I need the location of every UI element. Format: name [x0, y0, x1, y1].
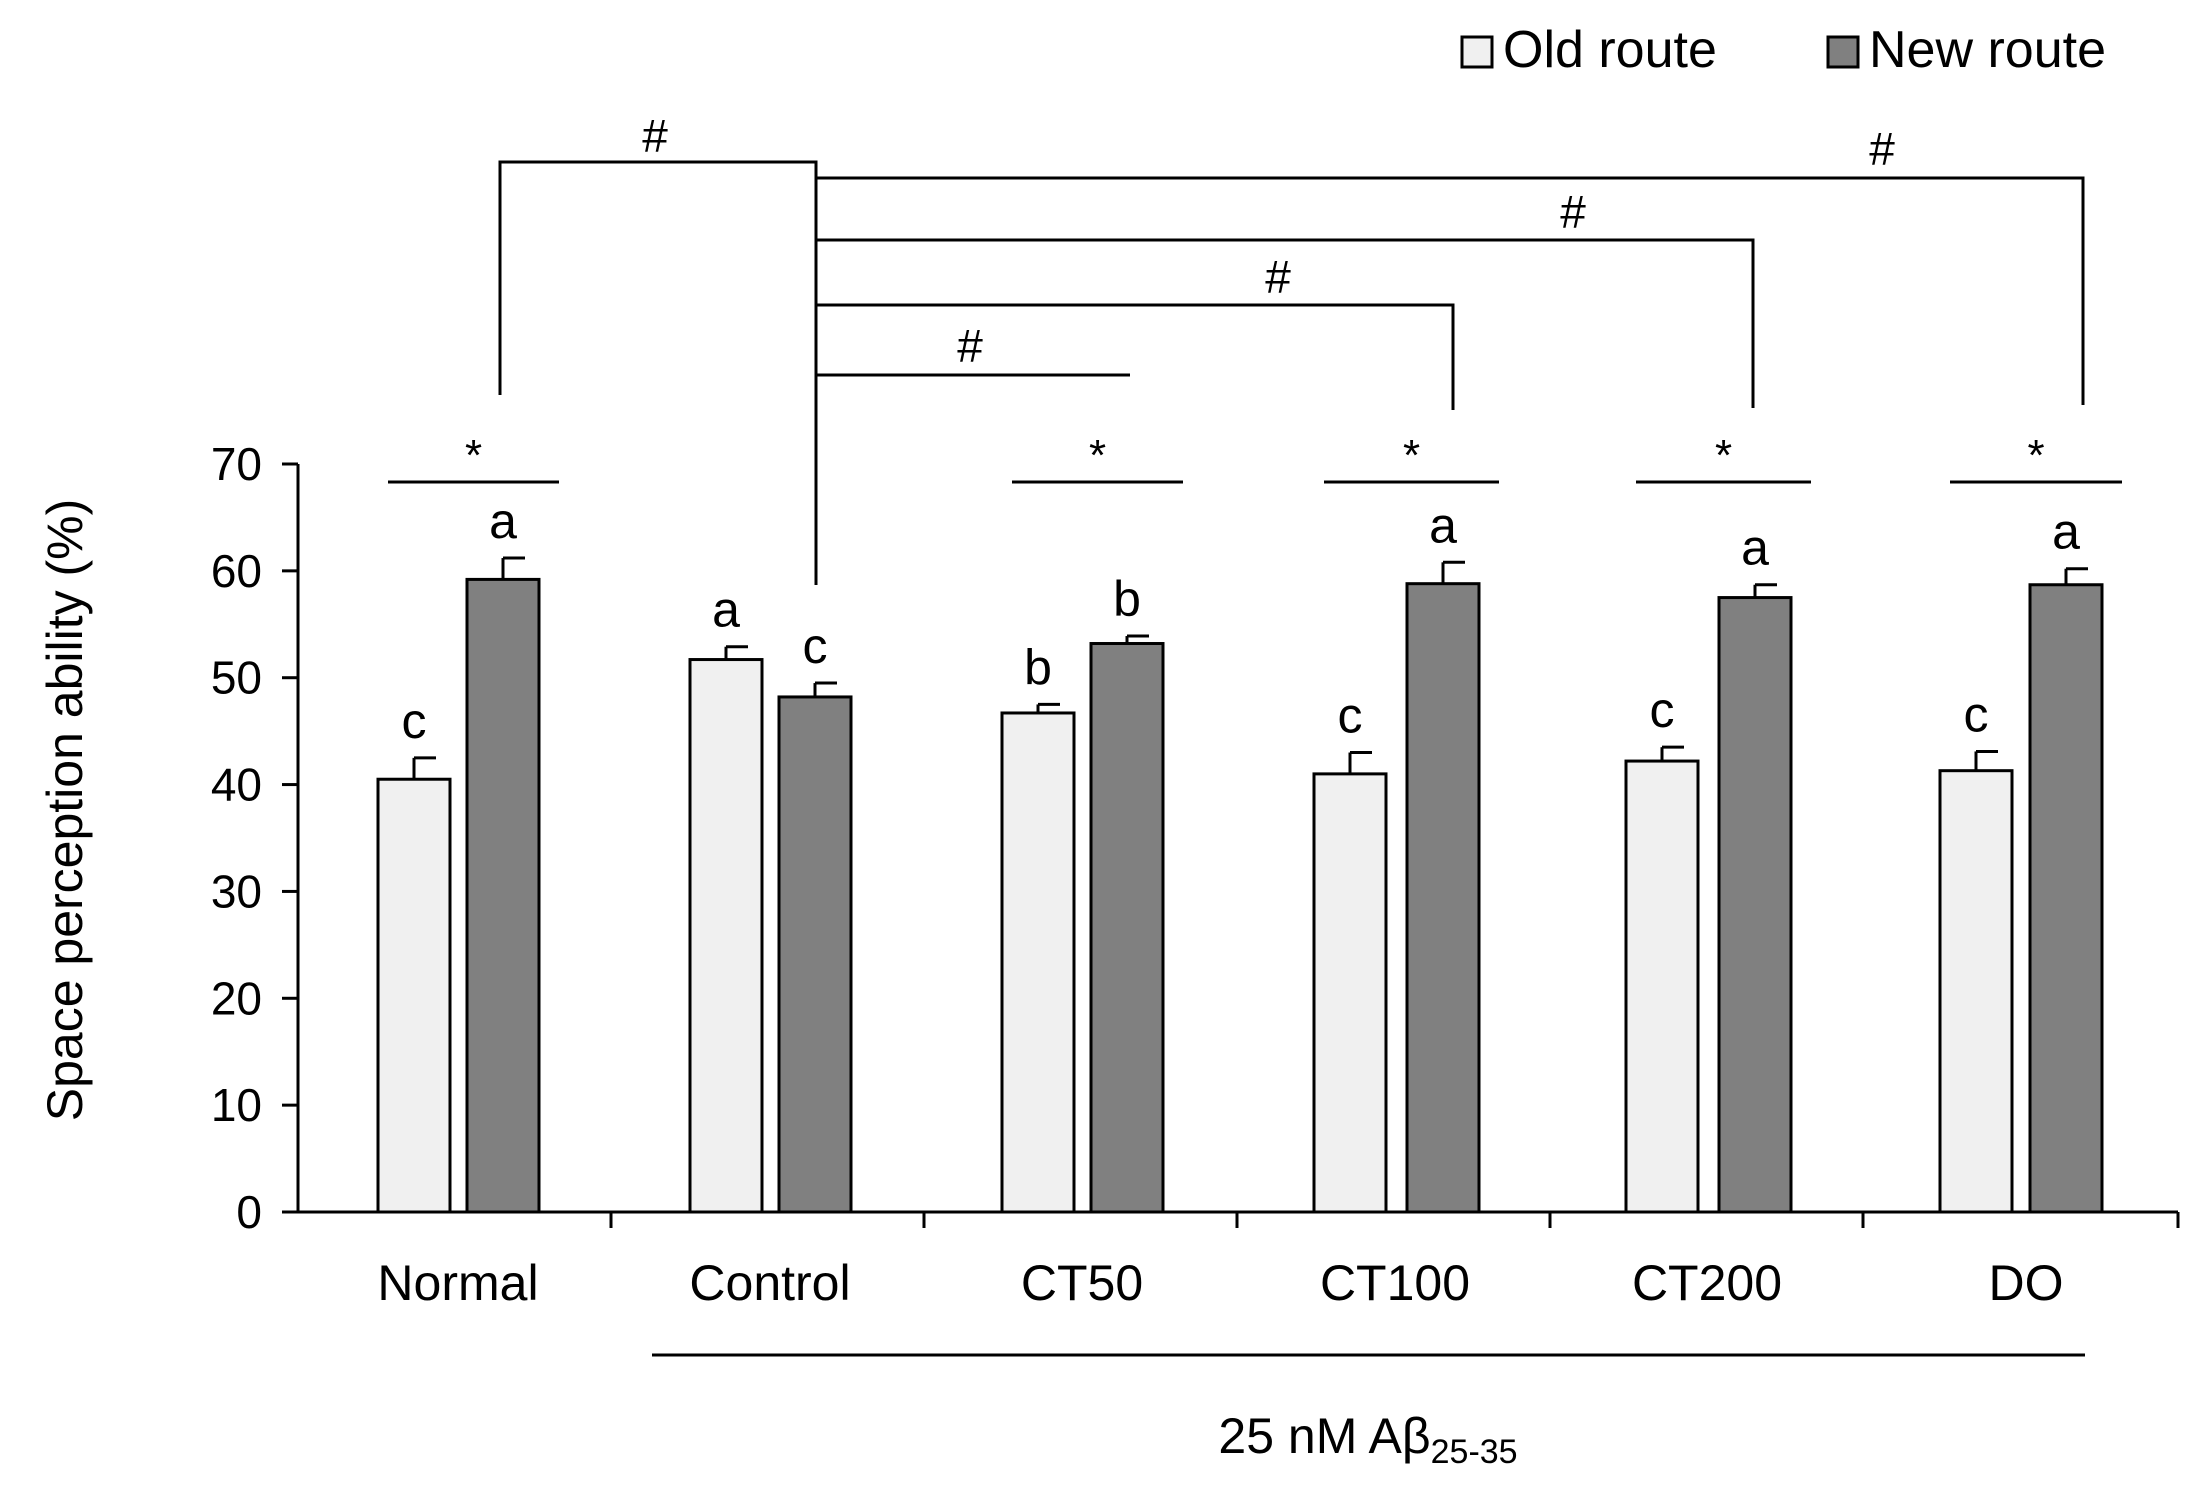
- significance-letter: c: [402, 693, 427, 749]
- between-hash: #: [1869, 123, 1895, 175]
- significance-letter: b: [1024, 639, 1052, 695]
- significance-letter: c: [1650, 682, 1675, 738]
- bar-old-ct100: [1312, 772, 1388, 1214]
- legend-label-old-route: Old route: [1503, 21, 1717, 79]
- significance-letter: c: [803, 618, 828, 674]
- legend: Old route New route: [1460, 21, 2106, 79]
- y-tick-label: 60: [211, 545, 262, 597]
- bar-old-do: [1938, 769, 2014, 1214]
- bracket-control-do: [816, 176, 2085, 405]
- bar-new-ct50: [1089, 642, 1165, 1214]
- group-label-subscript: 25-35: [1431, 1433, 1518, 1471]
- category-label-control: Control: [689, 1255, 850, 1311]
- significance-letter: b: [1113, 571, 1141, 627]
- within-star: *: [1715, 431, 1732, 480]
- within-star: *: [2027, 431, 2044, 480]
- category-label-ct200: CT200: [1632, 1255, 1782, 1311]
- between-hash: #: [957, 320, 983, 372]
- between-hash: #: [642, 110, 668, 162]
- y-tick-label: 40: [211, 759, 262, 811]
- bar-old-normal: [376, 777, 452, 1214]
- group-label: 25 nM Aβ25-35: [1218, 1408, 1517, 1471]
- y-tick-label: 30: [211, 865, 262, 917]
- y-tick-label: 20: [211, 972, 262, 1024]
- legend-swatch-new-route: [1826, 35, 1860, 69]
- y-tick-label: 0: [236, 1186, 262, 1238]
- y-tick-label: 50: [211, 652, 262, 704]
- within-star: *: [1403, 431, 1420, 480]
- bar-old-ct200: [1624, 759, 1700, 1214]
- category-label-do: DO: [1989, 1255, 2064, 1311]
- y-tick-label: 10: [211, 1079, 262, 1131]
- significance-letter: a: [712, 582, 740, 638]
- group-label-prefix: 25 nM A: [1218, 1408, 1402, 1464]
- significance-letter: c: [1338, 688, 1363, 744]
- bar-new-normal: [465, 577, 541, 1214]
- bracket-control-ct200: [816, 238, 1755, 408]
- bar-new-do: [2028, 583, 2104, 1214]
- significance-letter: a: [489, 493, 517, 549]
- significance-letter: c: [1964, 686, 1989, 742]
- bracket-normal-control: [498, 160, 818, 585]
- significance-letter: a: [1429, 497, 1457, 553]
- between-hash: #: [1265, 251, 1291, 303]
- bar-new-ct200: [1717, 596, 1793, 1214]
- significance-letter: a: [2052, 504, 2080, 560]
- bracket-control-ct100: [816, 303, 1455, 410]
- category-label-normal: Normal: [377, 1255, 538, 1311]
- legend-label-new-route: New route: [1869, 21, 2106, 79]
- group-label-beta: β: [1402, 1408, 1431, 1464]
- legend-swatch-old-route: [1460, 35, 1494, 69]
- category-label-ct100: CT100: [1320, 1255, 1470, 1311]
- bar-old-control: [688, 658, 764, 1214]
- category-label-ct50: CT50: [1021, 1255, 1143, 1311]
- bar-new-ct100: [1405, 582, 1481, 1214]
- y-tick-label: 70: [211, 438, 262, 490]
- between-hash: #: [1560, 186, 1586, 238]
- significance-letter: a: [1741, 520, 1769, 576]
- y-axis-title: Space perception ability (%): [37, 499, 93, 1122]
- bar-old-ct50: [1000, 711, 1076, 1214]
- within-star: *: [465, 431, 482, 480]
- bar-new-control: [777, 695, 853, 1214]
- within-star: *: [1089, 431, 1106, 480]
